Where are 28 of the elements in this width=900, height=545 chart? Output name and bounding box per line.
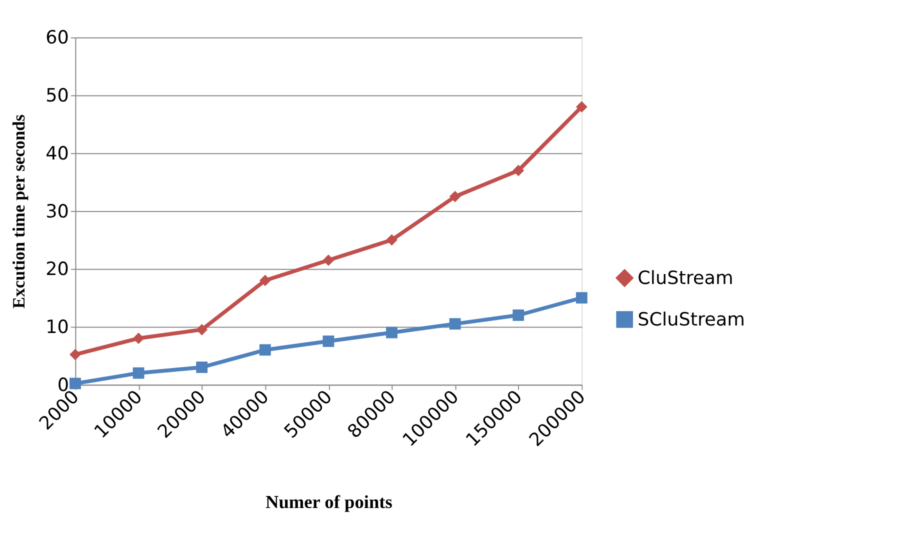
point xyxy=(259,274,271,286)
point xyxy=(196,324,208,336)
point xyxy=(132,332,144,344)
point xyxy=(512,164,524,176)
y-axis-title: Excution time per seconds xyxy=(9,114,28,308)
point xyxy=(196,362,208,373)
y-tick-label: 50 xyxy=(46,86,69,107)
point xyxy=(386,234,398,246)
point xyxy=(70,348,81,360)
x-axis-title: Numer of points xyxy=(266,492,392,512)
point xyxy=(132,367,144,379)
point xyxy=(386,326,398,338)
legend-label: CluStream xyxy=(638,268,734,289)
y-tick-label: 40 xyxy=(46,143,69,164)
point xyxy=(449,190,461,202)
point xyxy=(449,318,461,330)
point xyxy=(322,254,334,266)
y-tick-label: 30 xyxy=(46,201,69,222)
point xyxy=(259,344,271,356)
y-tick-label: 20 xyxy=(46,259,69,280)
legend-label: SCluStream xyxy=(638,309,745,330)
y-tick-label: 60 xyxy=(46,28,69,49)
point xyxy=(512,309,524,321)
y-tick-label: 10 xyxy=(46,317,69,338)
point xyxy=(576,292,588,304)
point xyxy=(576,101,588,113)
point xyxy=(322,336,334,347)
point xyxy=(70,378,81,390)
